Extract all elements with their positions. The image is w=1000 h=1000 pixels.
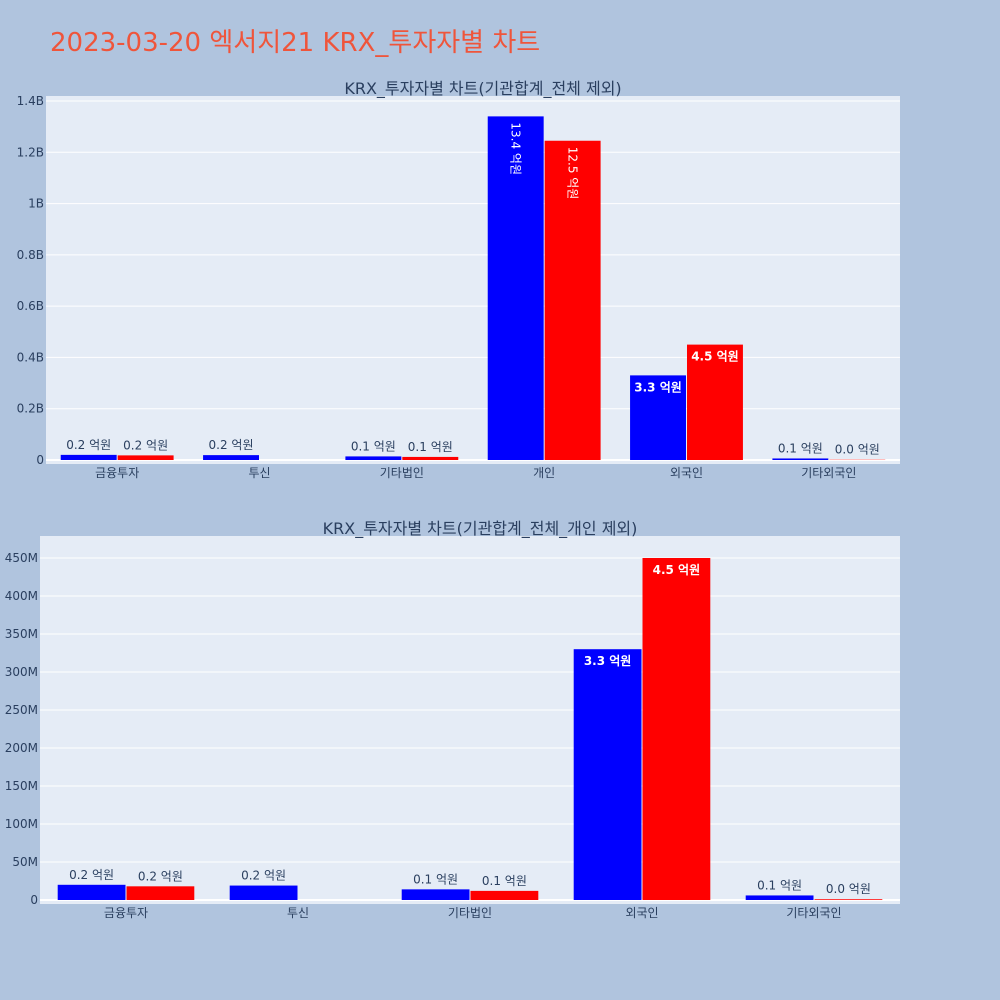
bar xyxy=(573,649,642,900)
bar xyxy=(203,455,259,460)
bar xyxy=(401,889,470,900)
bar xyxy=(126,886,195,900)
y-tick-label: 450M xyxy=(5,551,38,565)
y-tick-label: 100M xyxy=(5,817,38,831)
data-label: 3.3 억원 xyxy=(584,654,632,668)
bar xyxy=(402,456,459,460)
bar xyxy=(772,458,829,460)
chart-title: KRX_투자자별 차트(기관합계_전체_개인 제외) xyxy=(323,519,638,539)
chart-investor-all: KRX_투자자별 차트(기관합계_전체 제외) 0 0.2B 0.4B 0.6B 0.8B… xyxy=(17,79,900,480)
y-tick-label: 0.6B xyxy=(17,299,44,313)
y-tick-label: 50M xyxy=(12,855,38,869)
y-tick-label: 0.4B xyxy=(17,350,44,364)
data-label: 0.2 억원 xyxy=(123,438,168,452)
x-tick-label: 외국인 xyxy=(670,466,703,480)
bar xyxy=(745,895,814,900)
data-label: 0.1 억원 xyxy=(413,872,458,886)
bar xyxy=(345,456,402,460)
data-label: 0.2 억원 xyxy=(138,869,183,883)
y-tick-label: 350M xyxy=(5,627,38,641)
y-tick-label: 1.2B xyxy=(17,145,44,159)
x-tick-label: 금융투자 xyxy=(95,466,139,480)
y-tick-label: 250M xyxy=(5,703,38,717)
y-tick-label: 400M xyxy=(5,589,38,603)
data-label: 13.4 억원 xyxy=(509,122,523,175)
data-label: 0.2 억원 xyxy=(241,869,286,883)
data-label: 0.2 억원 xyxy=(209,438,254,452)
bar xyxy=(544,140,601,460)
x-tick-label: 기타외국인 xyxy=(801,466,856,480)
y-tick-label: 150M xyxy=(5,779,38,793)
bar xyxy=(117,455,174,460)
bar xyxy=(57,884,126,900)
bar xyxy=(487,116,544,460)
bar xyxy=(687,344,743,460)
data-label: 12.5 억원 xyxy=(566,147,580,200)
plot-area xyxy=(46,96,900,464)
x-tick-label: 기타외국인 xyxy=(786,906,841,920)
x-tick-label: 금융투자 xyxy=(104,906,148,920)
y-tick-label: 200M xyxy=(5,741,38,755)
data-label: 0.0 억원 xyxy=(826,882,871,896)
x-tick-label: 외국인 xyxy=(625,906,658,920)
plot-area xyxy=(40,536,900,904)
bar xyxy=(60,454,117,460)
x-tick-label: 기타법인 xyxy=(448,906,492,920)
x-tick-label: 투신 xyxy=(248,466,270,480)
data-label: 0.1 억원 xyxy=(351,439,396,453)
data-label: 0.2 억원 xyxy=(69,868,114,882)
bar xyxy=(630,375,686,460)
x-tick-label: 기타법인 xyxy=(380,466,424,480)
x-tick-label: 개인 xyxy=(533,466,555,480)
data-label: 3.3 억원 xyxy=(634,380,682,394)
bar xyxy=(642,558,711,900)
y-tick-label: 0.8B xyxy=(17,248,44,262)
y-tick-label: 1.4B xyxy=(17,94,44,108)
data-label: 0.1 억원 xyxy=(778,441,823,455)
bar xyxy=(470,890,539,900)
y-tick-label: 0 xyxy=(36,453,44,467)
y-tick-label: 0.2B xyxy=(17,402,44,416)
data-label: 0.1 억원 xyxy=(408,440,453,454)
data-label: 0.1 억원 xyxy=(757,878,802,892)
data-label: 4.5 억원 xyxy=(691,350,739,364)
y-tick-label: 0 xyxy=(30,893,38,907)
data-label: 0.1 억원 xyxy=(482,874,527,888)
x-tick-label: 투신 xyxy=(287,906,309,920)
bar xyxy=(814,899,883,900)
data-label: 0.2 억원 xyxy=(66,438,111,452)
y-tick-label: 1B xyxy=(28,197,44,211)
bar xyxy=(229,885,298,900)
page-title: 2023-03-20 엑서지21 KRX_투자자별 차트 xyxy=(50,28,541,58)
y-tick-label: 300M xyxy=(5,665,38,679)
chart-title: KRX_투자자별 차트(기관합계_전체 제외) xyxy=(344,79,621,99)
data-label: 0.0 억원 xyxy=(835,443,880,457)
data-label: 4.5 억원 xyxy=(653,563,701,577)
